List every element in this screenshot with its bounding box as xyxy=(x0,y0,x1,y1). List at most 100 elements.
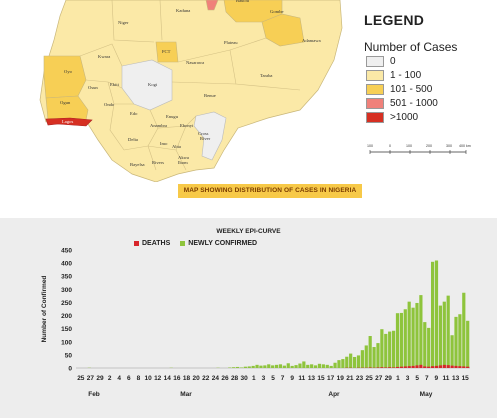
y-axis-label: Number of Confirmed xyxy=(41,276,48,343)
x-tick-label: 2 xyxy=(108,375,112,382)
legend-label: 101 - 500 xyxy=(390,84,433,95)
bar-newly-confirmed xyxy=(251,365,255,368)
x-tick-label: 15 xyxy=(317,375,325,382)
label-fct: FCT xyxy=(162,49,171,54)
nigeria-map: Niger Kaduna Bauchi Gombe FCT Plateau Ad… xyxy=(39,0,343,182)
bar-deaths xyxy=(442,364,446,368)
legend-item: >1000 xyxy=(364,111,494,124)
scale-tick-label: 100 xyxy=(406,144,412,148)
bar-newly-confirmed xyxy=(306,364,310,368)
bar-deaths xyxy=(423,366,427,368)
x-tick-label: 13 xyxy=(452,375,460,382)
state-kogi xyxy=(121,59,173,111)
x-tick-label: 25 xyxy=(365,375,373,382)
label-ebonyi: Ebonyi xyxy=(180,123,194,128)
label-lagos: Lagos xyxy=(62,119,73,124)
x-tick-label: 3 xyxy=(262,375,266,382)
legend-item: 0 xyxy=(364,55,494,68)
bar-newly-confirmed xyxy=(364,345,368,368)
bar-deaths xyxy=(384,367,388,368)
month-label: Apr xyxy=(328,391,340,398)
label-abia: Abia xyxy=(172,144,181,149)
bar-newly-confirmed xyxy=(239,367,244,368)
bar-newly-confirmed xyxy=(438,305,442,368)
scale-tick-label: 100 xyxy=(367,144,373,148)
x-tick-label: 24 xyxy=(212,375,220,382)
chart-title: WEEKLY EPI-CURVE xyxy=(216,228,281,235)
state-top-salmon xyxy=(205,0,219,11)
bar-newly-confirmed xyxy=(341,359,345,368)
map-legend: LEGEND Number of Cases 0 1 - 100 101 - 5… xyxy=(364,12,494,124)
x-tick-label: 1 xyxy=(252,375,256,382)
bar-deaths xyxy=(419,364,423,368)
x-tick-label: 19 xyxy=(337,375,345,382)
bar-newly-confirmed xyxy=(325,364,329,368)
x-tick-label: 6 xyxy=(127,375,131,382)
bar-deaths xyxy=(430,366,435,368)
bar-newly-confirmed xyxy=(263,365,267,368)
bar-newly-confirmed xyxy=(384,333,388,368)
bar-deaths xyxy=(462,366,466,368)
x-tick-label: 4 xyxy=(117,375,121,382)
legend-label: 1 - 100 xyxy=(390,70,422,81)
label-adamawa: Adamawa xyxy=(302,38,321,43)
state-lagos xyxy=(45,117,93,127)
bar-deaths xyxy=(434,365,439,368)
y-tick-label: 50 xyxy=(65,352,73,359)
legend-item: 1 - 100 xyxy=(364,69,494,82)
bar-deaths xyxy=(395,366,400,368)
label-rivers: Rivers xyxy=(152,160,164,165)
x-tick-label: 11 xyxy=(298,375,305,382)
legend-confirmed: NEWLY CONFIRMED xyxy=(188,240,258,247)
bar-newly-confirmed xyxy=(352,356,357,368)
y-tick-label: 450 xyxy=(61,248,72,255)
y-tick-label: 0 xyxy=(68,366,72,373)
bar-newly-confirmed xyxy=(430,261,435,368)
y-tick-label: 250 xyxy=(61,300,72,307)
bar-newly-confirmed xyxy=(403,309,407,368)
bar-newly-confirmed xyxy=(446,295,450,368)
bar-deaths xyxy=(388,367,392,368)
bar-newly-confirmed xyxy=(290,365,294,368)
legend-item: 501 - 1000 xyxy=(364,97,494,110)
x-tick-label: 16 xyxy=(173,375,181,382)
x-tick-label: 26 xyxy=(221,375,229,382)
state-ogun xyxy=(45,95,89,121)
bar-newly-confirmed xyxy=(302,361,306,368)
bar-deaths xyxy=(466,366,470,368)
label-gombe: Gombe xyxy=(270,9,284,14)
x-tick-label: 7 xyxy=(425,375,429,382)
bar-deaths xyxy=(411,365,415,368)
bar-deaths xyxy=(438,365,442,368)
state-oyo xyxy=(43,55,87,99)
bar-deaths xyxy=(415,365,419,368)
scale-tick-label: 300 xyxy=(446,144,452,148)
scale-tick-label: 400 km xyxy=(459,144,471,148)
bar-newly-confirmed xyxy=(427,327,431,368)
label-bauchi: Bauchi xyxy=(236,0,250,3)
bar-newly-confirmed xyxy=(278,364,283,368)
x-tick-label: 17 xyxy=(327,375,335,382)
map-panel: Niger Kaduna Bauchi Gombe FCT Plateau Ad… xyxy=(39,0,494,198)
bar-newly-confirmed xyxy=(442,301,446,368)
label-kaduna: Kaduna xyxy=(176,8,190,13)
bar-newly-confirmed xyxy=(411,307,415,368)
bar-newly-confirmed xyxy=(294,365,298,368)
x-tick-label: 5 xyxy=(271,375,275,382)
bar-newly-confirmed xyxy=(321,364,325,368)
y-tick-label: 300 xyxy=(61,287,72,294)
bar-newly-confirmed xyxy=(380,329,384,368)
label-anambra: Anambra xyxy=(150,123,167,128)
x-tick-label: 30 xyxy=(241,375,249,382)
bar-newly-confirmed xyxy=(349,353,353,368)
legend-title: LEGEND xyxy=(364,12,425,28)
label-cross-river: Cross xyxy=(198,131,209,136)
month-label: Mar xyxy=(180,391,192,398)
legend-swatch xyxy=(366,56,384,67)
bar-newly-confirmed xyxy=(345,356,349,368)
bar-deaths xyxy=(399,366,403,368)
map-landmass xyxy=(39,0,343,182)
bar-newly-confirmed xyxy=(407,301,411,368)
bar-deaths xyxy=(391,367,396,368)
label-bayelsa: Bayelsa xyxy=(130,162,145,167)
